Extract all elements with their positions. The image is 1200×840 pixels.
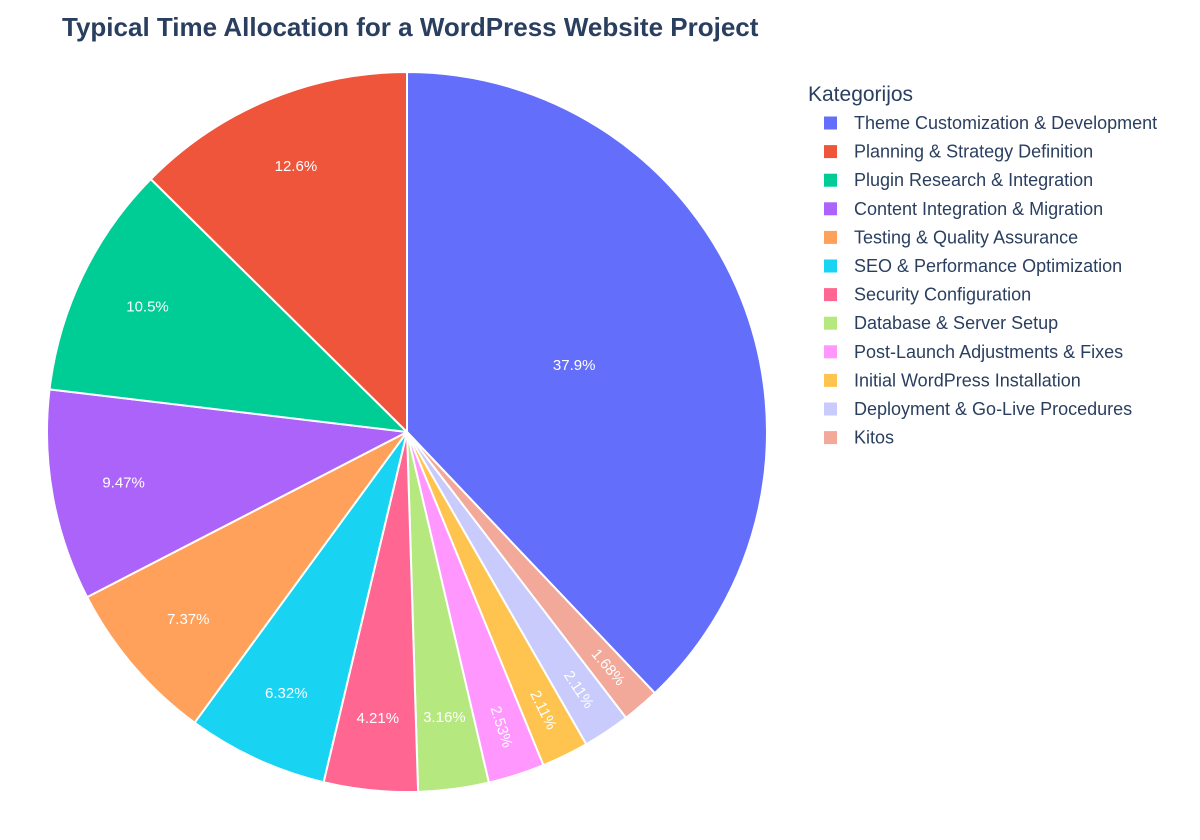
- legend-swatch: [824, 116, 837, 130]
- pie-slice-theme-customization-and-development: [406, 71, 768, 695]
- pie-slice-seo-and-performance-optimization: [193, 431, 408, 784]
- legend-item-theme-customization-and-development[interactable]: Theme Customization & Development: [824, 113, 1157, 133]
- legend-item-planning-and-strategy-definition[interactable]: Planning & Strategy Definition: [824, 142, 1093, 162]
- legend-swatch: [824, 259, 837, 273]
- legend-item-post-launch-adjustments-and-fixes[interactable]: Post-Launch Adjustments & Fixes: [824, 342, 1123, 362]
- legend-label: Security Configuration: [854, 285, 1031, 305]
- legend-swatch: [824, 145, 837, 159]
- legend-swatch: [824, 288, 837, 302]
- pie-slice-content-integration-and-migration: [46, 388, 408, 599]
- legend-label: Deployment & Go-Live Procedures: [854, 399, 1132, 419]
- legend-label: Planning & Strategy Definition: [854, 142, 1093, 162]
- slice-label-testing-and-quality-assurance: 7.37%: [167, 611, 210, 628]
- slice-label-seo-and-performance-optimization: 6.32%: [265, 685, 308, 702]
- legend-item-initial-wordpress-installation[interactable]: Initial WordPress Installation: [824, 370, 1081, 390]
- legend-swatch: [824, 345, 837, 359]
- legend-label: Theme Customization & Development: [854, 113, 1157, 133]
- slice-label-planning-and-strategy-definition: 12.6%: [275, 158, 318, 175]
- legend-item-deployment-and-go-live-procedures[interactable]: Deployment & Go-Live Procedures: [824, 399, 1132, 419]
- legend-label: Testing & Quality Assurance: [854, 227, 1078, 247]
- pie-slices: [46, 71, 768, 793]
- legend-swatch: [824, 316, 837, 330]
- legend-label: Content Integration & Migration: [854, 199, 1103, 219]
- slice-label-security-configuration: 4.21%: [357, 710, 400, 727]
- legend-item-plugin-research-and-integration[interactable]: Plugin Research & Integration: [824, 170, 1093, 190]
- legend-label: SEO & Performance Optimization: [854, 256, 1122, 276]
- pie-slice-planning-and-strategy-definition: [149, 71, 408, 433]
- legend-item-kitos[interactable]: Kitos: [824, 428, 894, 448]
- legend-items: Theme Customization & Development Plannin…: [824, 113, 1157, 448]
- legend-item-database-and-server-setup[interactable]: Database & Server Setup: [824, 313, 1058, 333]
- legend-item-testing-and-quality-assurance[interactable]: Testing & Quality Assurance: [824, 227, 1078, 247]
- chart-title: Typical Time Allocation for a WordPress …: [62, 12, 759, 42]
- legend-label: Kitos: [854, 428, 894, 448]
- legend-label: Database & Server Setup: [854, 313, 1058, 333]
- legend-label: Initial WordPress Installation: [854, 370, 1081, 390]
- legend-item-content-integration-and-migration[interactable]: Content Integration & Migration: [824, 199, 1103, 219]
- pie-slice-testing-and-quality-assurance: [86, 431, 408, 724]
- legend: Kategorijos Theme Customization & Develo…: [808, 83, 1157, 448]
- legend-label: Post-Launch Adjustments & Fixes: [854, 342, 1123, 362]
- slice-label-theme-customization-and-development: 37.9%: [553, 357, 596, 374]
- legend-swatch: [824, 202, 837, 216]
- legend-swatch: [824, 230, 837, 244]
- legend-swatch: [824, 431, 837, 445]
- legend-swatch: [824, 173, 837, 187]
- slice-label-plugin-research-and-integration: 10.5%: [126, 299, 169, 316]
- legend-item-security-configuration[interactable]: Security Configuration: [824, 285, 1031, 305]
- slice-label-database-and-server-setup: 3.16%: [423, 709, 466, 726]
- legend-label: Plugin Research & Integration: [854, 170, 1093, 190]
- legend-item-seo-and-performance-optimization[interactable]: SEO & Performance Optimization: [824, 256, 1122, 276]
- legend-swatch: [824, 373, 837, 387]
- legend-title: Kategorijos: [808, 83, 913, 106]
- slice-label-content-integration-and-migration: 9.47%: [102, 475, 145, 492]
- pie-slice-plugin-research-and-integration: [48, 178, 408, 433]
- legend-swatch: [824, 402, 837, 416]
